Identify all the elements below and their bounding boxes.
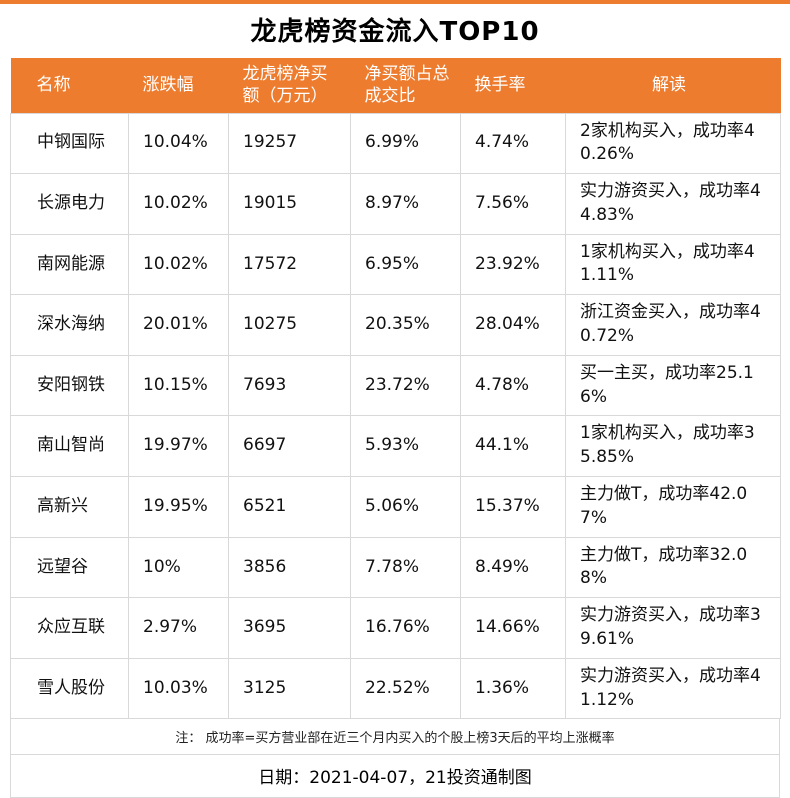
change-cell: 2.97% xyxy=(128,597,229,659)
change-cell: 10.03% xyxy=(128,657,229,720)
net-buy-ratio-cell: 22.52% xyxy=(350,657,461,720)
turnover-cell: 1.36% xyxy=(460,657,566,720)
stock-name-cell: 众应互联 xyxy=(10,597,129,659)
net-buy-cell: 6697 xyxy=(228,415,351,478)
turnover-cell: 15.37% xyxy=(460,476,566,538)
table-row: 南网能源 10.02% 17572 6.95% 23.92% 1家机构买入，成功率41.1… xyxy=(10,233,781,296)
interpretation-cell: 买一主买，成功率25.16% xyxy=(565,354,781,417)
table-row: 众应互联 2.97% 3695 16.76% 14.66% 实力游资买入，成功率39.61… xyxy=(10,597,781,659)
turnover-cell: 4.78% xyxy=(460,354,566,417)
interpretation-cell: 实力游资买入，成功率39.61% xyxy=(565,597,781,659)
change-cell: 19.97% xyxy=(128,415,229,478)
table-row: 安阳钢铁 10.15% 7693 23.72% 4.78% 买一主买，成功率25.16% xyxy=(10,354,781,417)
net-buy-cell: 17572 xyxy=(228,233,351,296)
column-header-turnover: 换手率 xyxy=(460,58,566,113)
net-buy-cell: 3125 xyxy=(228,657,351,720)
top-accent-bar xyxy=(0,0,790,4)
net-buy-ratio-cell: 8.97% xyxy=(350,173,461,235)
page-title: 龙虎榜资金流入TOP10 xyxy=(250,17,540,47)
table-row: 高新兴 19.95% 6521 5.06% 15.37% 主力做T，成功率42.07% xyxy=(10,476,781,538)
turnover-cell: 23.92% xyxy=(460,233,566,296)
turnover-cell: 4.74% xyxy=(460,112,566,175)
turnover-cell: 28.04% xyxy=(460,294,566,356)
footnote: 注： 成功率=买方营业部在近三个月内买入的个股上榜3天后的平均上涨概率 xyxy=(10,719,780,756)
table-row: 中钢国际 10.04% 19257 6.99% 4.74% 2家机构买入，成功率40.26… xyxy=(10,112,781,175)
net-buy-ratio-cell: 20.35% xyxy=(350,294,461,356)
stock-name-cell: 雪人股份 xyxy=(10,657,129,720)
stock-name-cell: 南山智尚 xyxy=(10,415,129,478)
change-cell: 20.01% xyxy=(128,294,229,356)
interpretation-cell: 实力游资买入，成功率41.12% xyxy=(565,657,781,720)
stock-name-cell: 安阳钢铁 xyxy=(10,354,129,417)
net-buy-ratio-cell: 16.76% xyxy=(350,597,461,659)
net-buy-cell: 10275 xyxy=(228,294,351,356)
net-buy-ratio-cell: 6.99% xyxy=(350,112,461,175)
inflow-table: 名称 涨跌幅 龙虎榜净买额（万元） 净买额占总成交比 换手率 解读 中钢国际 10… xyxy=(10,58,781,720)
net-buy-cell: 3695 xyxy=(228,597,351,659)
column-header-interpretation: 解读 xyxy=(565,58,781,113)
interpretation-cell: 1家机构买入，成功率35.85% xyxy=(565,415,781,478)
column-header-net-buy: 龙虎榜净买额（万元） xyxy=(228,58,351,113)
interpretation-cell: 主力做T，成功率42.07% xyxy=(565,476,781,538)
change-cell: 10% xyxy=(128,536,229,599)
table-row: 雪人股份 10.03% 3125 22.52% 1.36% 实力游资买入，成功率41.12… xyxy=(10,657,781,720)
stock-name-cell: 深水海纳 xyxy=(10,294,129,356)
net-buy-cell: 3856 xyxy=(228,536,351,599)
net-buy-cell: 6521 xyxy=(228,476,351,538)
stock-name-cell: 远望谷 xyxy=(10,536,129,599)
stock-name-cell: 长源电力 xyxy=(10,173,129,235)
change-cell: 10.02% xyxy=(128,173,229,235)
table-row: 远望谷 10% 3856 7.78% 8.49% 主力做T，成功率32.08% xyxy=(10,536,781,599)
net-buy-cell: 19015 xyxy=(228,173,351,235)
stock-name-cell: 高新兴 xyxy=(10,476,129,538)
header-row: 名称 涨跌幅 龙虎榜净买额（万元） 净买额占总成交比 换手率 解读 xyxy=(10,58,781,113)
turnover-cell: 44.1% xyxy=(460,415,566,478)
column-header-change: 涨跌幅 xyxy=(128,58,229,113)
net-buy-cell: 7693 xyxy=(228,354,351,417)
net-buy-ratio-cell: 5.93% xyxy=(350,415,461,478)
table-row: 南山智尚 19.97% 6697 5.93% 44.1% 1家机构买入，成功率35.85% xyxy=(10,415,781,478)
net-buy-ratio-cell: 6.95% xyxy=(350,233,461,296)
interpretation-cell: 1家机构买入，成功率41.11% xyxy=(565,233,781,296)
net-buy-ratio-cell: 7.78% xyxy=(350,536,461,599)
interpretation-cell: 浙江资金买入，成功率40.72% xyxy=(565,294,781,356)
column-header-stock-name: 名称 xyxy=(10,58,129,113)
change-cell: 10.15% xyxy=(128,354,229,417)
interpretation-cell: 2家机构买入，成功率40.26% xyxy=(565,112,781,175)
turnover-cell: 7.56% xyxy=(460,173,566,235)
interpretation-cell: 主力做T，成功率32.08% xyxy=(565,536,781,599)
table-row: 深水海纳 20.01% 10275 20.35% 28.04% 浙江资金买入，成功率40.… xyxy=(10,294,781,356)
net-buy-cell: 19257 xyxy=(228,112,351,175)
table-row: 长源电力 10.02% 19015 8.97% 7.56% 实力游资买入，成功率44.83… xyxy=(10,173,781,235)
interpretation-cell: 实力游资买入，成功率44.83% xyxy=(565,173,781,235)
net-buy-ratio-cell: 5.06% xyxy=(350,476,461,538)
stock-name-cell: 中钢国际 xyxy=(10,112,129,175)
net-buy-ratio-cell: 23.72% xyxy=(350,354,461,417)
change-cell: 10.04% xyxy=(128,112,229,175)
turnover-cell: 8.49% xyxy=(460,536,566,599)
change-cell: 10.02% xyxy=(128,233,229,296)
stock-name-cell: 南网能源 xyxy=(10,233,129,296)
column-header-net-buy-ratio: 净买额占总成交比 xyxy=(350,58,461,113)
change-cell: 19.95% xyxy=(128,476,229,538)
turnover-cell: 14.66% xyxy=(460,597,566,659)
date-line: 日期：2021-04-07，21投资通制图 xyxy=(10,755,780,798)
